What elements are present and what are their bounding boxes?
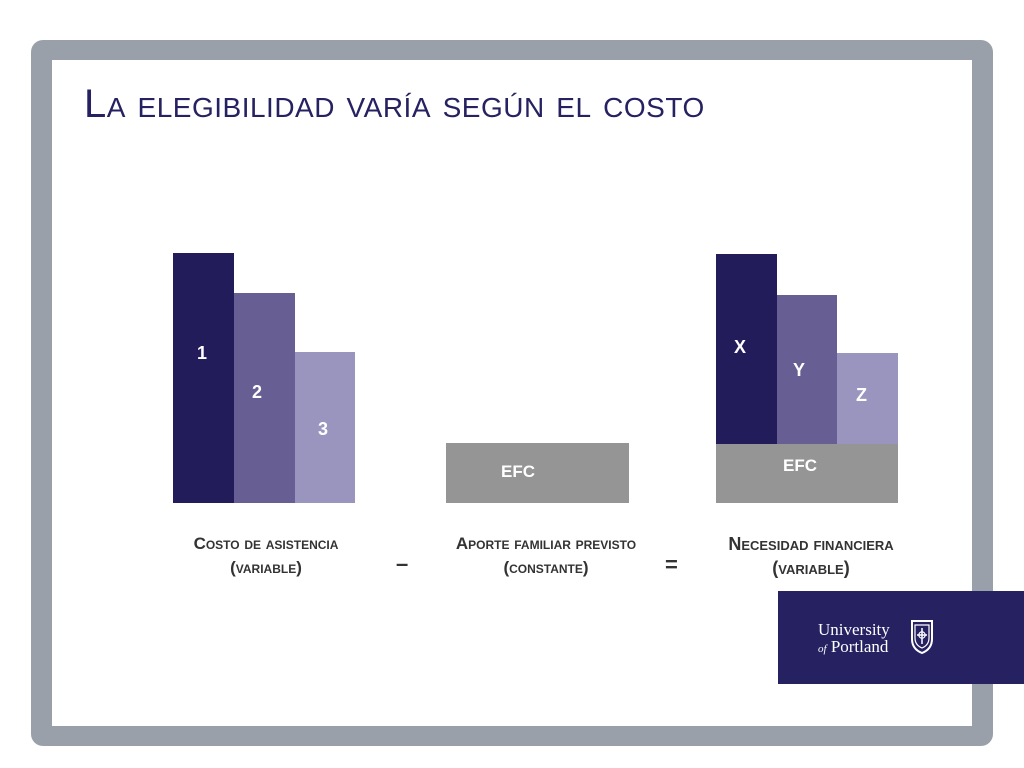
need-efc-base xyxy=(716,444,898,503)
need-caption-title: Necesidad financiera xyxy=(728,534,894,554)
equals-operator: = xyxy=(665,552,678,577)
cost-caption-subtitle: (variable) xyxy=(230,558,302,577)
efc-caption-subtitle: (constante) xyxy=(503,558,589,577)
logo-of: of xyxy=(818,643,827,655)
efc-caption: Aporte familiar previsto (constante) xyxy=(420,532,672,580)
university-logo: University of Portland xyxy=(778,591,1024,684)
cost-bar-3 xyxy=(295,352,355,503)
need-bar-y xyxy=(777,295,837,444)
cost-caption: Costo de asistencia (variable) xyxy=(168,532,364,580)
need-bar-z xyxy=(837,353,898,444)
need-efc-label: EFC xyxy=(783,456,817,475)
minus-operator: – xyxy=(396,551,409,576)
logo-line-portland: Portland xyxy=(830,637,889,656)
need-bar-y-label: Y xyxy=(793,360,806,380)
slide-title: La elegibilidad varía según el costo xyxy=(84,82,705,126)
logo-wordmark: University of Portland xyxy=(818,621,890,658)
cost-bar-3-label: 3 xyxy=(318,419,329,439)
cost-bar-1 xyxy=(173,253,234,503)
need-bar-x-label: X xyxy=(734,337,747,357)
efc-bar-label: EFC xyxy=(501,462,535,481)
need-bar-z-label: Z xyxy=(856,385,867,405)
shield-crest-icon xyxy=(911,620,933,655)
efc-bar xyxy=(446,443,629,503)
logo-line-university: University xyxy=(818,620,890,639)
need-caption-subtitle: (variable) xyxy=(772,558,850,578)
cost-bar-2-label: 2 xyxy=(252,382,263,402)
cost-caption-title: Costo de asistencia xyxy=(193,534,339,553)
cost-bar-1-label: 1 xyxy=(197,343,208,363)
need-bar-x xyxy=(716,254,777,444)
need-caption: Necesidad financiera (variable) xyxy=(694,532,928,580)
efc-caption-title: Aporte familiar previsto xyxy=(455,534,637,553)
cost-bar-2 xyxy=(234,293,295,503)
